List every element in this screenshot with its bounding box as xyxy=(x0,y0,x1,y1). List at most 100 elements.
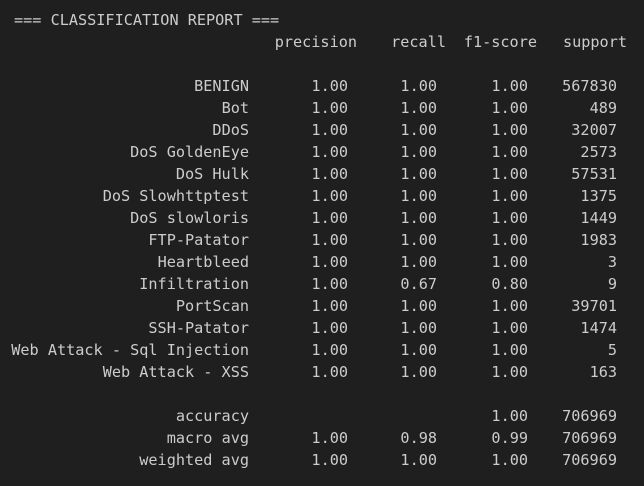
row-label: accuracy xyxy=(175,407,249,425)
row-precision: 1.00 xyxy=(311,99,348,117)
row-recall: 0.67 xyxy=(400,275,437,293)
row-precision: 1.00 xyxy=(311,363,348,381)
row-label: Infiltration xyxy=(139,275,249,293)
summary-row: weighted avg 1.00 1.00 1.00 706969 xyxy=(0,449,644,471)
row-label: DoS Slowhttptest xyxy=(102,187,249,205)
table-row: BENIGN 1.00 1.00 1.00 567830 xyxy=(0,75,644,97)
row-precision: 1.00 xyxy=(311,429,348,447)
row-precision: 1.00 xyxy=(311,297,348,315)
row-label: macro avg xyxy=(166,429,249,447)
row-f1-score: 1.00 xyxy=(491,407,528,425)
summary-row: accuracy 1.00 706969 xyxy=(0,405,644,427)
header-support: support xyxy=(562,33,627,51)
row-support: 706969 xyxy=(562,407,617,425)
row-f1-score: 1.00 xyxy=(491,143,528,161)
row-f1-score: 1.00 xyxy=(491,253,528,271)
row-recall: 1.00 xyxy=(400,187,437,205)
row-f1-score: 1.00 xyxy=(491,209,528,227)
row-label: weighted avg xyxy=(139,451,249,469)
row-precision: 1.00 xyxy=(311,253,348,271)
row-recall: 1.00 xyxy=(400,341,437,359)
row-f1-score: 1.00 xyxy=(491,187,528,205)
row-precision: 1.00 xyxy=(311,341,348,359)
row-label: DoS slowloris xyxy=(130,209,249,227)
row-support: 32007 xyxy=(571,121,617,139)
row-label: DoS Hulk xyxy=(175,165,249,183)
table-row: DoS slowloris 1.00 1.00 1.00 1449 xyxy=(0,207,644,229)
row-support: 5 xyxy=(607,341,617,359)
row-label: DoS GoldenEye xyxy=(130,143,249,161)
row-label: Heartbleed xyxy=(157,253,249,271)
row-precision: 1.00 xyxy=(311,187,348,205)
row-f1-score: 0.80 xyxy=(491,275,528,293)
table-header: precision recall f1-score support xyxy=(0,31,644,53)
row-recall: 1.00 xyxy=(400,231,437,249)
table-row: DoS Hulk 1.00 1.00 1.00 57531 xyxy=(0,163,644,185)
header-recall: recall xyxy=(391,33,446,51)
report-title: === CLASSIFICATION REPORT === xyxy=(14,11,280,29)
row-f1-score: 1.00 xyxy=(491,451,528,469)
row-support: 57531 xyxy=(571,165,617,183)
row-label: Web Attack - XSS xyxy=(102,363,249,381)
table-row: PortScan 1.00 1.00 1.00 39701 xyxy=(0,295,644,317)
header-f1-score: f1-score xyxy=(463,33,537,51)
table-row: DDoS 1.00 1.00 1.00 32007 xyxy=(0,119,644,141)
row-label: SSH-Patator xyxy=(148,319,249,337)
row-f1-score: 1.00 xyxy=(491,297,528,315)
row-recall: 1.00 xyxy=(400,99,437,117)
table-row: Infiltration 1.00 0.67 0.80 9 xyxy=(0,273,644,295)
row-support: 567830 xyxy=(562,77,617,95)
row-f1-score: 1.00 xyxy=(491,319,528,337)
row-support: 1474 xyxy=(580,319,617,337)
row-label: Web Attack - Sql Injection xyxy=(11,341,249,359)
table-row: DoS Slowhttptest 1.00 1.00 1.00 1375 xyxy=(0,185,644,207)
row-label: PortScan xyxy=(175,297,249,315)
row-f1-score: 1.00 xyxy=(491,363,528,381)
table-row: FTP-Patator 1.00 1.00 1.00 1983 xyxy=(0,229,644,251)
row-precision: 1.00 xyxy=(311,275,348,293)
row-recall: 1.00 xyxy=(400,297,437,315)
row-recall: 1.00 xyxy=(400,77,437,95)
row-f1-score: 1.00 xyxy=(491,99,528,117)
row-label: Bot xyxy=(221,99,249,117)
row-f1-score: 1.00 xyxy=(491,165,528,183)
row-support: 163 xyxy=(589,363,617,381)
table-row: Bot 1.00 1.00 1.00 489 xyxy=(0,97,644,119)
row-f1-score: 1.00 xyxy=(491,341,528,359)
row-precision: 1.00 xyxy=(311,77,348,95)
row-support: 1375 xyxy=(580,187,617,205)
row-f1-score: 1.00 xyxy=(491,121,528,139)
row-label: BENIGN xyxy=(194,77,249,95)
row-support: 706969 xyxy=(562,429,617,447)
row-precision: 1.00 xyxy=(311,451,348,469)
row-f1-score: 1.00 xyxy=(491,231,528,249)
summary-row: macro avg 1.00 0.98 0.99 706969 xyxy=(0,427,644,449)
row-label: DDoS xyxy=(212,121,249,139)
row-precision: 1.00 xyxy=(311,121,348,139)
row-precision: 1.00 xyxy=(311,231,348,249)
row-support: 1983 xyxy=(580,231,617,249)
row-recall: 0.98 xyxy=(400,429,437,447)
row-precision: 1.00 xyxy=(311,143,348,161)
row-support: 1449 xyxy=(580,209,617,227)
header-precision: precision xyxy=(274,33,357,51)
row-recall: 1.00 xyxy=(400,165,437,183)
row-recall: 1.00 xyxy=(400,363,437,381)
table-row: Web Attack - XSS 1.00 1.00 1.00 163 xyxy=(0,361,644,383)
table-row: Web Attack - Sql Injection 1.00 1.00 1.00 5 xyxy=(0,339,644,361)
row-f1-score: 1.00 xyxy=(491,77,528,95)
row-recall: 1.00 xyxy=(400,451,437,469)
row-precision: 1.00 xyxy=(311,319,348,337)
row-recall: 1.00 xyxy=(400,319,437,337)
row-recall: 1.00 xyxy=(400,121,437,139)
row-support: 39701 xyxy=(571,297,617,315)
row-support: 489 xyxy=(589,99,617,117)
row-f1-score: 0.99 xyxy=(491,429,528,447)
table-row: DoS GoldenEye 1.00 1.00 1.00 2573 xyxy=(0,141,644,163)
table-row: Heartbleed 1.00 1.00 1.00 3 xyxy=(0,251,644,273)
row-label: FTP-Patator xyxy=(148,231,249,249)
row-recall: 1.00 xyxy=(400,209,437,227)
table-row: SSH-Patator 1.00 1.00 1.00 1474 xyxy=(0,317,644,339)
row-precision: 1.00 xyxy=(311,209,348,227)
